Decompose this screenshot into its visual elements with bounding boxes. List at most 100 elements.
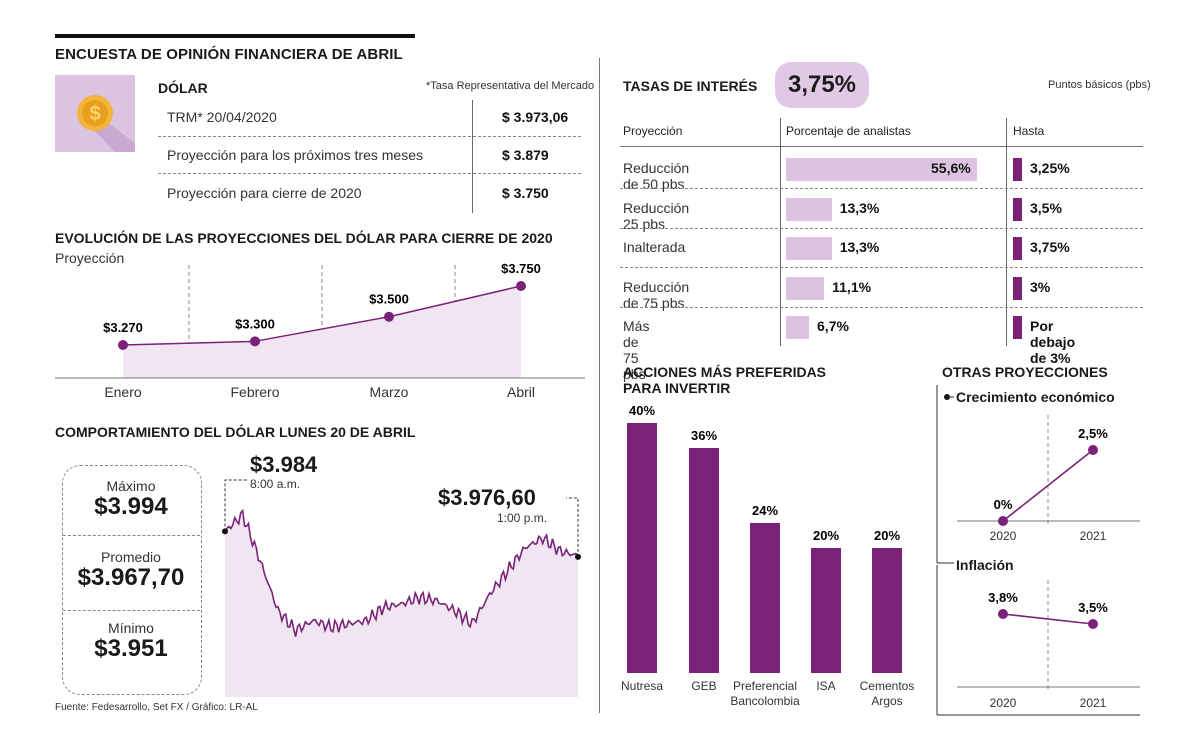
dolar-row-value: $ 3.973,06 bbox=[502, 109, 569, 125]
x-tick-label: Enero bbox=[104, 384, 142, 400]
hasta-value: 3% bbox=[1030, 279, 1051, 295]
x-tick-label: Febrero bbox=[230, 384, 279, 400]
min-label: Mínimo bbox=[108, 620, 154, 636]
dolar-column-divider bbox=[472, 100, 473, 213]
avg-label: Promedio bbox=[101, 549, 161, 565]
row-divider bbox=[158, 136, 581, 137]
row-divider bbox=[620, 267, 1143, 268]
bar bbox=[786, 237, 832, 260]
data-point bbox=[1088, 619, 1098, 629]
svg-text:$: $ bbox=[89, 103, 100, 125]
acciones-title-line2: PARA INVERTIR bbox=[623, 380, 731, 396]
bar-value-label: 11,1% bbox=[832, 279, 872, 295]
col-header-porcentaje: Porcentaje de analistas bbox=[786, 124, 911, 138]
evolucion-title: EVOLUCIÓN DE LAS PROYECCIONES DEL DÓLAR … bbox=[55, 230, 553, 246]
bar bbox=[627, 423, 657, 673]
tasas-units: Puntos básicos (pbs) bbox=[1048, 79, 1151, 91]
tasas-row-label: Más de 75 pbs bbox=[623, 318, 650, 382]
evolucion-ylabel: Proyección bbox=[55, 250, 125, 266]
otras-chart: 0% 2020 2,5% 2021 3,8% 2020 3,5% 2021 bbox=[936, 385, 1140, 716]
area-fill bbox=[225, 510, 578, 697]
x-tick-label: 2021 bbox=[1080, 529, 1107, 543]
row-divider bbox=[63, 535, 200, 536]
row-divider bbox=[620, 188, 1143, 189]
hasta-value: 3,75% bbox=[1030, 239, 1070, 255]
avg-value: $3.967,70 bbox=[77, 564, 185, 591]
source-note: Fuente: Fedesarrollo, Set FX / Gráfico: … bbox=[55, 702, 258, 713]
bar bbox=[689, 448, 719, 673]
bar-value-label: 13,3% bbox=[839, 200, 880, 216]
category-label: ISA bbox=[816, 679, 835, 693]
bar-value-label: 13,3% bbox=[839, 239, 880, 255]
crecimiento-title: Crecimiento económico bbox=[956, 389, 1115, 405]
acciones-title-line1: ACCIONES MÁS PREFERIDAS bbox=[623, 364, 827, 380]
data-point bbox=[1088, 445, 1098, 455]
bar bbox=[750, 523, 780, 673]
area-fill bbox=[123, 286, 521, 378]
data-point bbox=[998, 516, 1008, 526]
open-marker bbox=[222, 528, 228, 535]
data-label: 3,8% bbox=[988, 590, 1018, 605]
series-line bbox=[224, 508, 579, 637]
bar-value-label: 24% bbox=[752, 503, 778, 518]
tasas-title: TASAS DE INTERÉS bbox=[623, 78, 758, 94]
hasta-marker bbox=[1013, 158, 1022, 181]
x-tick-label: Abril bbox=[507, 384, 535, 400]
dolar-row-label: TRM* 20/04/2020 bbox=[167, 109, 277, 125]
data-label: $3.500 bbox=[369, 292, 409, 307]
row-divider bbox=[620, 307, 1143, 308]
bar bbox=[786, 198, 832, 221]
data-point bbox=[384, 311, 394, 322]
data-label: 3,5% bbox=[1078, 600, 1108, 615]
hasta-value: 3,25% bbox=[1030, 160, 1070, 176]
data-point bbox=[998, 609, 1008, 619]
bar-value-label: 55,6% bbox=[931, 160, 971, 176]
bar-value-label: 40% bbox=[629, 403, 655, 418]
dolar-row-value: $ 3.750 bbox=[502, 185, 549, 201]
hasta-marker bbox=[1013, 237, 1022, 260]
comportamiento-chart bbox=[222, 479, 581, 697]
data-point bbox=[118, 340, 128, 350]
rate-badge: 3,75% bbox=[775, 62, 869, 108]
bar-value-label: 36% bbox=[691, 428, 717, 443]
dollar-coin-icon: $ bbox=[55, 75, 135, 152]
data-point bbox=[250, 336, 260, 347]
data-label: 0% bbox=[994, 497, 1013, 512]
dolar-row-label: Proyección para cierre de 2020 bbox=[167, 185, 362, 201]
open-value: $3.984 bbox=[250, 452, 318, 477]
bar bbox=[872, 548, 902, 673]
stats-box bbox=[62, 465, 202, 695]
col-header-hasta: Hasta bbox=[1013, 124, 1045, 138]
evolucion-chart: $3.270 Enero $3.300 Febrero $3.500 Marzo $3.75… bbox=[55, 261, 585, 400]
x-tick-label: 2020 bbox=[990, 529, 1017, 543]
bar-value-label: 6,7% bbox=[817, 318, 849, 334]
bar bbox=[786, 277, 825, 300]
category-label: Nutresa bbox=[621, 679, 663, 693]
hasta-marker bbox=[1013, 277, 1022, 300]
row-divider bbox=[158, 173, 581, 174]
category-label: Preferencial bbox=[733, 679, 797, 693]
column-divider bbox=[1006, 118, 1007, 346]
hasta-value: 3,5% bbox=[1030, 200, 1062, 216]
category-label: Argos bbox=[871, 694, 902, 708]
acciones-chart: 40% Nutresa 36% GEB 24% PreferencialBancolomb… bbox=[621, 403, 914, 708]
open-leader bbox=[224, 479, 247, 532]
bar-value-label: 20% bbox=[813, 528, 839, 543]
dolar-row-label: Proyección para los próximos tres meses bbox=[167, 147, 423, 163]
close-marker bbox=[575, 553, 581, 560]
close-leader bbox=[566, 497, 579, 557]
row-divider bbox=[620, 228, 1143, 229]
category-label: Cementos bbox=[860, 679, 915, 693]
row-divider bbox=[63, 610, 200, 611]
max-value: $3.994 bbox=[94, 493, 168, 520]
inflacion-title: Inflación bbox=[956, 557, 1014, 573]
x-tick-label: Marzo bbox=[370, 384, 409, 400]
column-divider bbox=[599, 58, 600, 713]
series-line bbox=[122, 285, 522, 346]
category-label: Bancolombia bbox=[730, 694, 800, 708]
close-value: $3.976,60 bbox=[438, 485, 536, 510]
min-value: $3.951 bbox=[94, 635, 168, 662]
bar bbox=[786, 158, 977, 181]
bar bbox=[786, 316, 810, 339]
data-label: $3.300 bbox=[235, 316, 275, 331]
